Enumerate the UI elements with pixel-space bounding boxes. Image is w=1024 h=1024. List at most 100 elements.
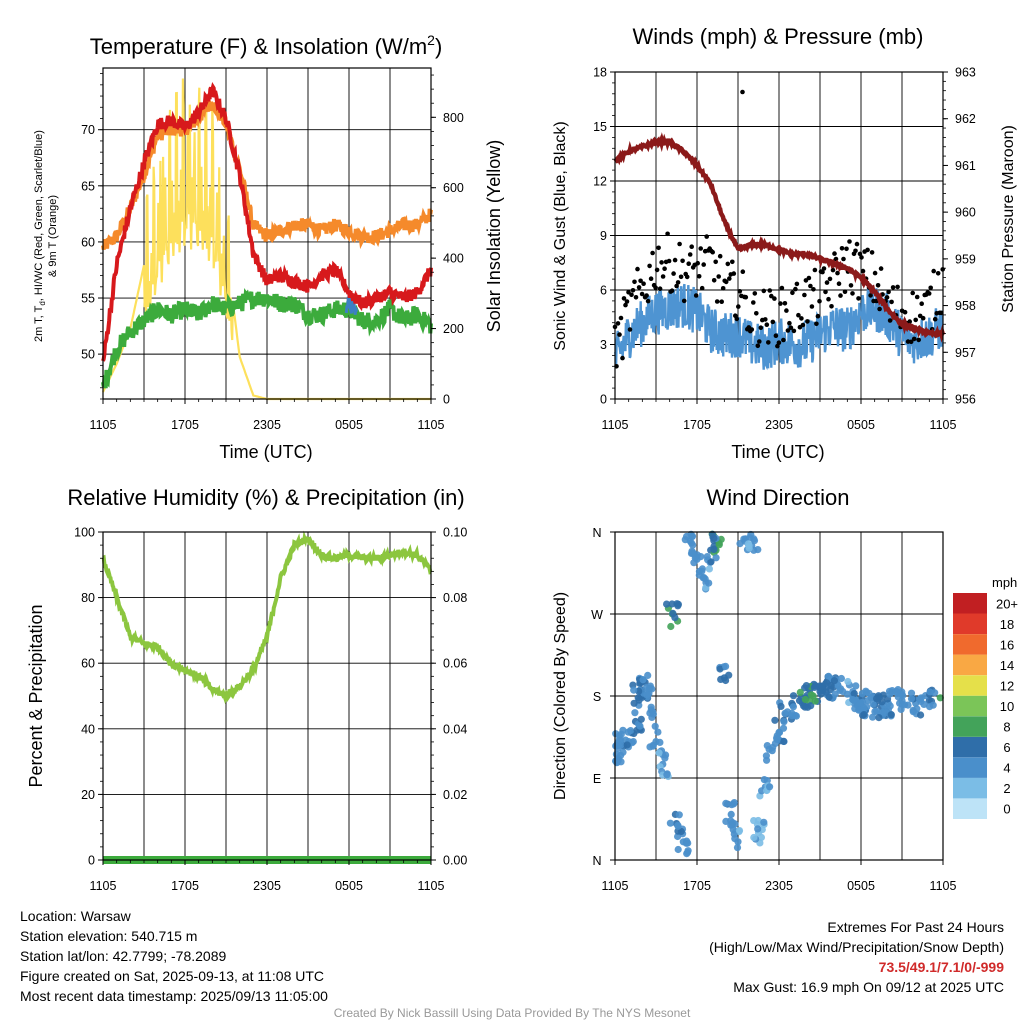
wind-y-label: Sonic Wind & Gust (Blue, Black) bbox=[552, 121, 569, 350]
direction-point bbox=[831, 690, 839, 698]
gust-point bbox=[696, 274, 702, 279]
gust-point bbox=[666, 258, 672, 264]
temperature-x-tick-label: 2305 bbox=[253, 418, 281, 432]
wind-y-tick-label: 15 bbox=[593, 120, 607, 134]
gust-point bbox=[817, 298, 822, 304]
gust-point bbox=[838, 293, 843, 298]
direction-point bbox=[715, 541, 723, 549]
gust-point bbox=[740, 269, 746, 275]
gust-point bbox=[615, 321, 621, 326]
gust-point bbox=[710, 249, 715, 255]
direction-point bbox=[668, 600, 676, 608]
gust-point bbox=[662, 266, 667, 272]
gust-point bbox=[889, 299, 894, 305]
direction-point bbox=[612, 758, 621, 766]
direction-point bbox=[727, 810, 735, 819]
direction-point bbox=[850, 690, 858, 698]
gust-point bbox=[853, 248, 858, 254]
gust-point bbox=[629, 292, 634, 298]
colorbar-segment bbox=[953, 736, 987, 758]
wind-grid bbox=[615, 71, 943, 400]
gust-point bbox=[763, 317, 768, 322]
wind-y-tick-label: 6 bbox=[600, 284, 607, 298]
gust-point bbox=[823, 289, 828, 295]
gust-point bbox=[779, 285, 785, 291]
gust-point bbox=[752, 291, 758, 296]
gust-point bbox=[687, 252, 693, 257]
gust-point bbox=[731, 271, 737, 276]
direction-point bbox=[674, 845, 682, 854]
gust-point bbox=[684, 274, 690, 280]
gust-point bbox=[928, 285, 933, 291]
gust-point bbox=[794, 281, 800, 287]
direction-point bbox=[766, 783, 774, 791]
gust-point bbox=[659, 260, 664, 265]
direction-point bbox=[878, 698, 886, 706]
direction-point bbox=[907, 695, 916, 703]
direction-point bbox=[705, 565, 714, 573]
gust-point bbox=[913, 317, 918, 323]
gust-point bbox=[884, 295, 890, 300]
temperature-y2-tick-label: 800 bbox=[443, 111, 464, 125]
direction-point bbox=[639, 676, 647, 684]
gust-point bbox=[920, 315, 926, 321]
direction-point bbox=[707, 558, 715, 566]
temperature-y-label-line1: 2m T, Td, HI/WC (Red, Green, Scarlet/Blu… bbox=[33, 130, 47, 342]
humidity-y-tick-label: 60 bbox=[81, 657, 95, 671]
temperature-panel-title: Temperature (F) & Insolation (W/m2) bbox=[90, 32, 443, 59]
gust-point bbox=[737, 289, 743, 294]
gust-point bbox=[699, 285, 705, 291]
temperature-y2-tick-label: 400 bbox=[443, 252, 464, 266]
gust-point bbox=[911, 336, 917, 342]
temperature-x-axis: 1105 1705 2305 0505 1105 bbox=[90, 399, 445, 432]
colorbar-label: 8 bbox=[1003, 720, 1010, 735]
gust-point bbox=[657, 286, 663, 292]
temperature-x-tick-label: 1105 bbox=[418, 418, 445, 432]
direction-point bbox=[765, 745, 773, 753]
gust-point bbox=[650, 250, 655, 256]
direction-point bbox=[687, 539, 696, 547]
gust-point bbox=[857, 251, 863, 257]
gust-point bbox=[910, 290, 915, 296]
gust-point bbox=[926, 291, 932, 296]
temperature-y2-tick-label: 0 bbox=[443, 393, 450, 407]
gust-point bbox=[875, 283, 881, 288]
direction-point bbox=[750, 833, 758, 842]
direction-point bbox=[887, 711, 895, 719]
direction-x-tick-label: 1105 bbox=[930, 879, 957, 893]
gust-point bbox=[784, 308, 789, 313]
gust-point bbox=[830, 267, 836, 273]
gust-point bbox=[769, 293, 774, 299]
direction-point bbox=[681, 536, 689, 544]
wind-speed-line bbox=[613, 283, 945, 371]
wind-y2-tick-label: 960 bbox=[955, 206, 976, 220]
direction-point bbox=[637, 715, 645, 723]
colorbar-segment bbox=[953, 757, 987, 778]
humidity-y2-tick-label: 0.10 bbox=[443, 526, 467, 540]
wind-x-tick-label: 0505 bbox=[847, 418, 875, 432]
wind-y-tick-label: 3 bbox=[600, 338, 607, 352]
colorbar-title: mph bbox=[992, 575, 1017, 590]
direction-point bbox=[740, 535, 748, 543]
gust-point bbox=[630, 288, 636, 293]
direction-point bbox=[865, 689, 873, 697]
wind-x-tick-label: 2305 bbox=[765, 418, 793, 432]
gust-point bbox=[791, 328, 797, 334]
colorbar-segment bbox=[953, 716, 987, 737]
gust-point bbox=[660, 274, 666, 279]
direction-point bbox=[649, 707, 657, 716]
direction-point bbox=[837, 674, 846, 683]
colorbar-segment bbox=[953, 593, 987, 614]
direction-y-label: Direction (Colored By Speed) bbox=[552, 592, 569, 800]
gust-point bbox=[633, 295, 639, 300]
direction-point bbox=[619, 726, 627, 734]
direction-y-tick-label: N bbox=[592, 854, 601, 868]
direction-point bbox=[916, 695, 924, 703]
dewpoint-line bbox=[101, 287, 433, 389]
direction-point bbox=[649, 742, 657, 750]
temperature-x-label: Time (UTC) bbox=[219, 442, 312, 462]
wind-y-tick-label: 9 bbox=[600, 229, 607, 243]
gust-point bbox=[848, 283, 854, 288]
colorbar-segment bbox=[953, 675, 987, 696]
gust-point bbox=[802, 292, 807, 298]
